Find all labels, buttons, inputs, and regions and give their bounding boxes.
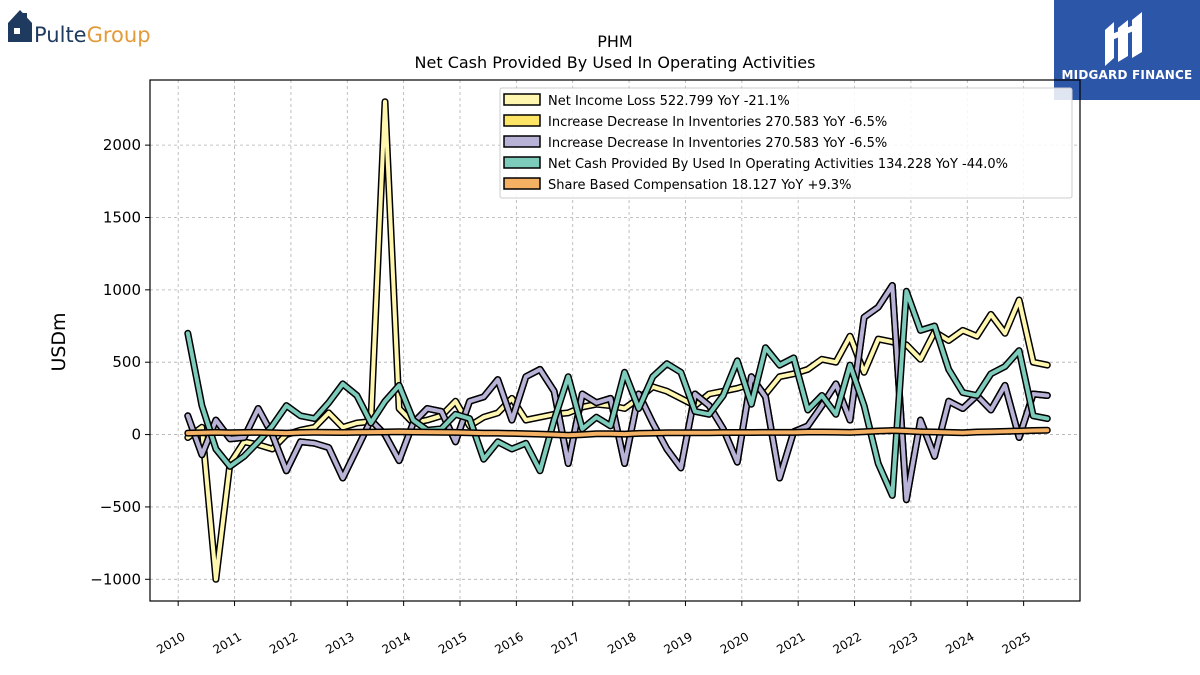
legend-swatch-4 <box>503 177 541 190</box>
y-tick-label: 1500 <box>103 208 141 226</box>
x-tick-label: 2014 <box>380 629 413 656</box>
series-line-4 <box>185 428 1050 438</box>
plot-frame <box>149 79 1081 602</box>
x-tick-label: 2013 <box>323 629 356 656</box>
y-tick-label: 2000 <box>103 136 141 154</box>
x-tick-label: 2015 <box>436 629 469 656</box>
chart-title: PHM <box>597 32 632 51</box>
x-tick-label: 2016 <box>492 629 525 656</box>
x-tick-label: 2010 <box>154 629 187 656</box>
x-tick-label: 2020 <box>718 629 751 656</box>
chart-subtitle: Net Cash Provided By Used In Operating A… <box>415 53 816 72</box>
legend-entry-3: Net Cash Provided By Used In Operating A… <box>548 157 1008 172</box>
legend-entry-1: Increase Decrease In Inventories 270.583… <box>548 115 887 130</box>
x-tick-label: 2019 <box>662 629 695 656</box>
logo-text-pulte: Pulte <box>34 23 87 47</box>
y-axis-label: USDm <box>48 312 70 371</box>
legend-frame <box>499 87 1073 199</box>
midgard-finance-logo: MIDGARD FINANCE <box>1054 0 1200 100</box>
y-tick-label: −1000 <box>90 570 141 588</box>
y-tick-label: 1000 <box>103 281 141 299</box>
y-tick-label: −500 <box>100 498 141 516</box>
logo-text-group: Group <box>87 23 151 47</box>
x-tick-label: 2022 <box>831 629 864 656</box>
legend: Net Income Loss 522.799 YoY -21.1% Increa… <box>499 87 1073 199</box>
x-tick-label: 2024 <box>943 629 976 656</box>
legend-swatch-0 <box>503 93 541 106</box>
y-tick-label: 0 <box>131 426 141 444</box>
legend-entry-2: Increase Decrease In Inventories 270.583… <box>548 136 887 151</box>
series-line-3 <box>185 289 1050 498</box>
pultegroup-logo: PulteGroup <box>6 6 156 48</box>
legend-swatch-2 <box>503 135 541 148</box>
legend-swatch-1 <box>503 114 541 127</box>
x-tick-label: 2012 <box>267 629 300 656</box>
x-tick-label: 2025 <box>1000 629 1033 656</box>
midgard-finance-label: MIDGARD FINANCE <box>1061 68 1193 82</box>
legend-swatch-3 <box>503 156 541 169</box>
svg-text:PulteGroup: PulteGroup <box>34 23 151 47</box>
x-tick-label: 2011 <box>211 629 244 656</box>
x-tick-label: 2017 <box>549 629 582 656</box>
midgard-mark-icon <box>1105 12 1142 66</box>
y-tick-label: 500 <box>112 353 141 371</box>
x-tick-label: 2018 <box>605 629 638 656</box>
series-lines <box>184 98 1051 583</box>
x-tick-label: 2023 <box>887 629 920 656</box>
x-tick-label: 2021 <box>774 629 807 656</box>
legend-entry-4: Share Based Compensation 18.127 YoY +9.3… <box>548 178 851 193</box>
legend-entry-0: Net Income Loss 522.799 YoY -21.1% <box>548 94 790 109</box>
house-icon: PulteGroup <box>8 10 151 47</box>
